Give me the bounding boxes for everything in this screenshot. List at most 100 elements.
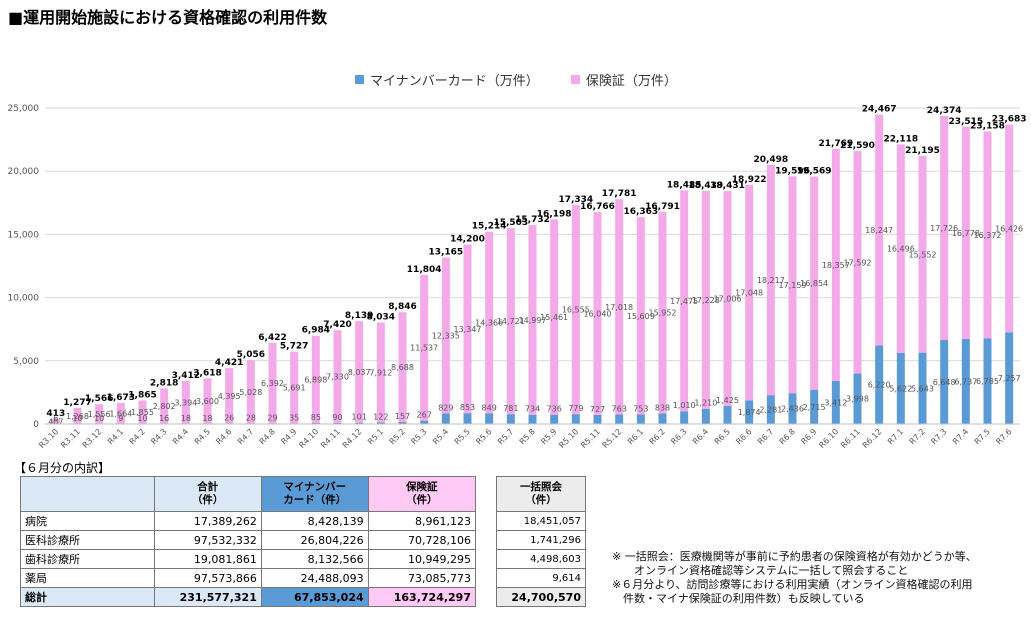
mynumber-label: 2,715 <box>803 403 826 412</box>
mynumber-label: 6,220 <box>868 381 891 390</box>
y-tick-label: 10,000 <box>8 294 40 304</box>
x-tick-label: R7.6 <box>994 427 1013 446</box>
insurance-label: 3,600 <box>196 397 219 406</box>
mynumber-label: 6,648 <box>933 378 956 387</box>
x-tick-label: R6.6 <box>734 427 753 446</box>
bar-insurance <box>875 114 884 346</box>
mynumber-label: 90 <box>332 413 342 422</box>
x-tick-label: R5.2 <box>388 427 407 446</box>
mynumber-label: 736 <box>547 405 562 414</box>
x-tick-label: R5.9 <box>539 427 558 446</box>
y-tick-label: 25,000 <box>8 104 40 114</box>
bar-mynumber <box>636 414 645 424</box>
x-tick-label: R5.6 <box>474 427 493 446</box>
total-label: 3,618 <box>193 368 221 378</box>
bar-insurance <box>268 342 277 424</box>
insurance-label: 8,037 <box>348 368 371 377</box>
insurance-label: 17,048 <box>735 289 763 298</box>
bar-insurance <box>398 312 407 423</box>
x-tick-label: R5.11 <box>579 427 602 450</box>
bar-insurance <box>506 228 515 415</box>
bar-insurance <box>95 404 104 424</box>
bar-insurance <box>636 217 645 415</box>
bulk-row: 4,498,603 <box>496 549 586 569</box>
bar-insurance <box>355 321 364 423</box>
bar-mynumber <box>853 373 862 424</box>
mynumber-label: 763 <box>612 404 627 413</box>
x-tick-label: R7.2 <box>908 427 927 446</box>
total-label: 18,485 <box>667 180 702 190</box>
x-tick-label: R5.12 <box>601 427 624 450</box>
total-label: 1,865 <box>128 390 156 400</box>
mynumber-label: 35 <box>289 414 299 423</box>
bar-mynumber <box>463 413 472 424</box>
mynumber-label: 10 <box>72 414 82 423</box>
row-label: 総計 <box>20 587 155 607</box>
mynumber-label: 1,010 <box>673 401 696 410</box>
x-tick-label: R3.11 <box>59 427 82 450</box>
table-header-row: 合計 （件） マイナンバー カード（件） 保険証 （件） <box>20 476 477 512</box>
mynumber-label: 10 <box>94 414 104 423</box>
x-tick-label: R5.8 <box>518 427 537 446</box>
bar-insurance <box>701 190 710 409</box>
insurance-label: 17,006 <box>714 295 742 304</box>
mynumber-label: 5,643 <box>911 384 934 393</box>
cell-bulk: 1,741,296 <box>496 530 586 550</box>
table-row: 薬局 97,573,866 24,488,093 73,085,773 <box>20 568 477 588</box>
insurance-label: 18,357 <box>822 261 850 270</box>
table-row: 病院 17,389,262 8,428,139 8,961,123 <box>20 511 477 531</box>
x-tick-label: R6.10 <box>817 427 840 450</box>
bar-insurance <box>918 156 927 353</box>
bar-mynumber <box>615 414 624 424</box>
bar-mynumber <box>571 414 580 424</box>
bar-insurance <box>940 115 949 340</box>
x-tick-label: R4.12 <box>341 427 364 450</box>
bar-insurance <box>73 407 82 424</box>
mynumber-label: 101 <box>352 413 367 422</box>
notes: ※ 一括照会：医療機関等が事前に予約患者の保険資格が有効かどうか等、 オンライン… <box>612 550 977 606</box>
bar-insurance <box>658 211 667 414</box>
total-label: 23,158 <box>970 121 1005 131</box>
x-tick-label: R5.4 <box>431 427 450 446</box>
legend-item-mynumber: マイナンバーカード（万件） <box>355 70 539 89</box>
table-row: 歯科診療所 19,081,861 8,132,566 10,949,295 <box>20 549 477 569</box>
x-tick-label: R5.3 <box>409 427 428 446</box>
insurance-label: 14,721 <box>497 317 525 326</box>
insurance-label: 407 <box>48 417 63 426</box>
bulk-inquiry-table: 一括照会 （件） 18,451,057 1,741,296 4,498,603 9,61… <box>496 476 586 607</box>
mynumber-label: 9 <box>118 414 123 423</box>
total-label: 15,214 <box>472 222 507 232</box>
cell-insurance: 163,724,297 <box>367 587 477 607</box>
insurance-label: 1,556 <box>88 410 111 419</box>
cell-total: 19,081,861 <box>153 549 262 569</box>
total-label: 13,165 <box>428 248 463 258</box>
bar-insurance <box>246 360 255 424</box>
x-tick-label: R7.1 <box>886 427 905 446</box>
legend-swatch-mynumber <box>355 75 364 84</box>
x-tick-label: R6.2 <box>648 427 667 446</box>
mynumber-label: 6 <box>53 414 58 423</box>
mynumber-label: 10 <box>137 414 147 423</box>
x-tick-label: R7.5 <box>973 427 992 446</box>
bar-mynumber <box>311 422 320 424</box>
insurance-label: 16,426 <box>995 224 1023 233</box>
mynumber-label: 28 <box>246 414 256 423</box>
mynumber-label: 18 <box>181 414 191 423</box>
mynumber-label: 1,874 <box>738 408 761 417</box>
bar-insurance <box>615 199 624 415</box>
total-label: 5,727 <box>280 342 308 352</box>
cell-insurance: 73,085,773 <box>367 568 477 588</box>
total-label: 8,034 <box>367 312 395 322</box>
bar-mynumber <box>528 414 537 424</box>
bulk-row: 9,614 <box>496 568 586 588</box>
insurance-label: 16,555 <box>562 306 590 315</box>
bar-insurance <box>376 322 385 423</box>
bar-insurance <box>745 184 754 401</box>
bar-insurance <box>441 257 450 414</box>
x-tick-label: R4.11 <box>319 427 342 450</box>
bar-mynumber <box>766 395 775 424</box>
x-tick-label: R4.10 <box>297 427 320 450</box>
cell-mynumber: 67,853,024 <box>260 587 369 607</box>
bar-insurance <box>983 131 992 339</box>
row-label: 歯科診療所 <box>20 549 155 569</box>
